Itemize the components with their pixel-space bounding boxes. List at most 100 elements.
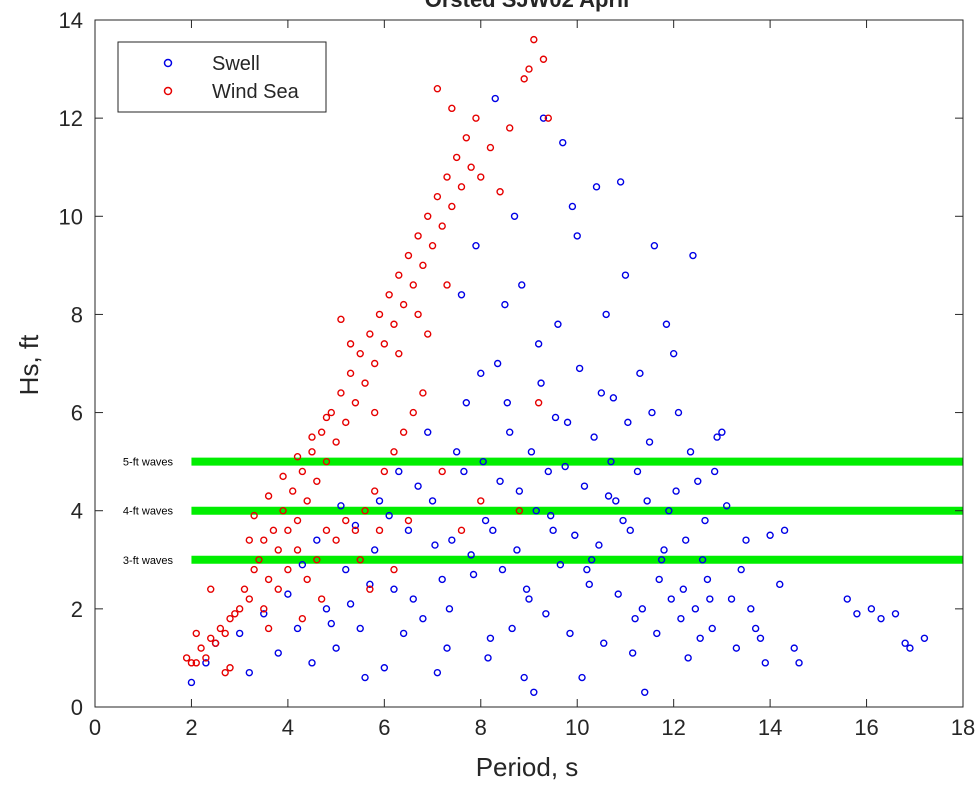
data-point [607, 457, 615, 466]
data-point [351, 521, 360, 530]
data-point [370, 546, 379, 554]
data-point [187, 659, 196, 667]
data-point [438, 575, 446, 584]
data-point [235, 629, 244, 638]
data-point [510, 212, 519, 220]
data-point [457, 291, 466, 299]
data-point [631, 614, 639, 623]
y-tick-label: 2 [71, 597, 83, 622]
data-point [686, 448, 695, 456]
data-point [419, 261, 427, 270]
data-point [322, 605, 331, 613]
y-axis-label: Hs, ft [14, 334, 44, 395]
data-point [653, 629, 661, 638]
data-point [515, 487, 524, 495]
x-tick-label: 8 [475, 715, 487, 740]
data-point [525, 595, 533, 603]
data-point [648, 408, 656, 417]
x-tick-label: 12 [661, 715, 685, 740]
data-point [462, 134, 471, 142]
data-point [867, 605, 876, 613]
data-point [298, 614, 307, 623]
data-point [332, 438, 340, 446]
data-point [322, 457, 331, 466]
data-point [677, 614, 685, 623]
data-point [457, 183, 466, 191]
data-point [370, 408, 379, 417]
data-point [539, 114, 548, 122]
data-point [385, 511, 393, 520]
data-point [293, 546, 302, 554]
data-point [327, 619, 335, 628]
reference-line-label: 3-ft waves [123, 555, 174, 567]
data-point [563, 418, 572, 427]
data-point [395, 349, 403, 358]
data-point [313, 477, 321, 485]
data-point [308, 659, 316, 667]
data-point [424, 428, 432, 436]
data-point [703, 575, 712, 584]
data-point [313, 556, 321, 564]
data-point [226, 664, 234, 672]
data-point [370, 359, 379, 368]
data-point [559, 138, 567, 147]
y-tick-label: 8 [71, 302, 83, 327]
data-point [419, 614, 427, 623]
data-point [346, 340, 355, 348]
data-point [751, 624, 760, 633]
data-point [433, 192, 442, 201]
reference-line-label: 4-ft waves [123, 506, 174, 518]
data-point [665, 507, 673, 515]
legend-box [117, 41, 327, 113]
data-point [713, 433, 721, 441]
data-point [356, 556, 364, 564]
data-point [395, 467, 403, 476]
data-point [580, 482, 589, 490]
data-point [264, 492, 273, 500]
data-point [399, 428, 408, 436]
data-point [197, 644, 205, 652]
data-point [308, 448, 316, 456]
y-tick-label: 4 [71, 499, 83, 524]
x-tick-label: 0 [89, 715, 101, 740]
data-point [590, 433, 598, 441]
data-point [448, 202, 456, 211]
data-point [460, 467, 468, 476]
data-point [240, 585, 249, 593]
data-point [672, 487, 680, 495]
data-point [298, 467, 307, 476]
data-point [481, 516, 490, 525]
x-tick-label: 6 [378, 715, 390, 740]
data-point [522, 585, 531, 593]
data-point [674, 408, 683, 417]
data-point [518, 281, 526, 289]
data-point [477, 173, 485, 181]
data-point [438, 222, 446, 230]
data-point [342, 565, 350, 574]
data-point [597, 389, 606, 397]
data-point [706, 595, 714, 603]
data-point [542, 610, 550, 618]
data-point [496, 188, 504, 196]
data-point [628, 649, 637, 657]
data-point [260, 605, 268, 613]
data-point [462, 399, 471, 407]
data-point [337, 389, 345, 397]
data-point [539, 55, 548, 63]
data-point [284, 565, 292, 574]
data-point [650, 242, 659, 250]
data-point [621, 271, 630, 279]
data-point [202, 659, 210, 667]
data-point [380, 467, 389, 476]
data-point [534, 340, 543, 348]
data-point [192, 629, 200, 638]
data-point [361, 507, 369, 515]
data-point [573, 232, 581, 240]
data-point [274, 546, 282, 554]
data-point [293, 516, 302, 525]
data-point [231, 610, 239, 618]
data-point [534, 399, 543, 407]
y-tick-label: 0 [71, 695, 83, 720]
data-point [322, 413, 331, 422]
